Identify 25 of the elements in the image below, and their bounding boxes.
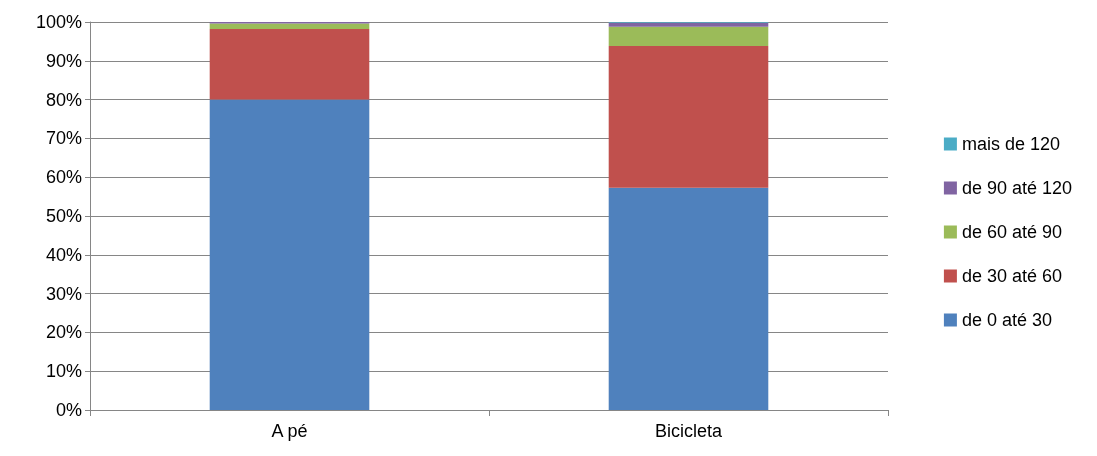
y-tick-label: 60%: [45, 167, 82, 188]
legend-label: mais de 120: [961, 134, 1060, 154]
y-tick-label: 100%: [35, 12, 82, 32]
bar: [209, 23, 370, 29]
x-tick-label: A pé: [271, 421, 308, 441]
bar: [209, 28, 370, 100]
y-tick-label: 90%: [45, 50, 82, 71]
y-tick-label: 30%: [45, 283, 82, 304]
bar: [209, 99, 370, 410]
legend-label: de 60 até 90: [961, 222, 1062, 242]
x-tick-label: Bicicleta: [654, 421, 723, 441]
bar: [608, 22, 769, 27]
bar: [608, 46, 769, 188]
y-tick-label: 70%: [45, 128, 82, 149]
bar: [608, 187, 769, 410]
y-tick-label: 40%: [45, 244, 82, 265]
legend-label: de 90 até 120: [961, 178, 1073, 198]
y-tick-label: 80%: [45, 89, 82, 110]
y-tick-label: 50%: [45, 206, 82, 226]
y-tick-label: 10%: [45, 361, 82, 382]
bar: [608, 26, 769, 47]
y-tick-label: 20%: [45, 322, 82, 343]
legend-label: de 0 até 30: [961, 310, 1052, 330]
legend-label: de 30 até 60: [961, 266, 1062, 286]
y-tick-label: 0%: [55, 400, 82, 420]
